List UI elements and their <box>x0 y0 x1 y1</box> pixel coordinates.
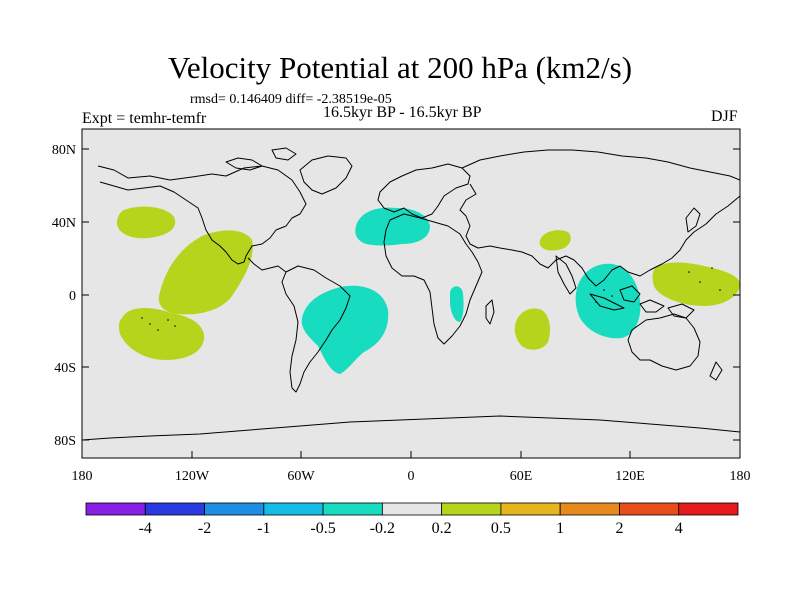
colorbar-label: 1 <box>556 520 564 537</box>
lat-label: 40N <box>52 216 76 231</box>
colorbar-segment <box>204 502 265 516</box>
colorbar-label: 0.2 <box>432 520 452 537</box>
lon-label: 180 <box>72 469 93 484</box>
lon-ticks <box>81 451 741 458</box>
colorbar-segment <box>559 502 620 516</box>
lon-label: 120E <box>615 469 645 484</box>
colorbar: -4 -2 -1 -0.5 -0.2 0.2 0.5 1 2 4 <box>85 502 739 537</box>
anomaly-north-africa <box>355 207 430 246</box>
lon-label: 60E <box>510 469 533 484</box>
colorbar-label: 0.5 <box>491 520 511 537</box>
anomaly-west-pacific <box>652 262 740 306</box>
lon-label: 120W <box>175 469 210 484</box>
lon-label: 60W <box>287 469 315 484</box>
season-text: DJF <box>711 108 738 125</box>
lon-label: 180 <box>730 469 751 484</box>
anomaly-south-indian-ocean <box>514 308 550 350</box>
colorbar-label: 4 <box>675 520 683 537</box>
lat-label: 40S <box>54 361 76 376</box>
anomaly-south-america <box>301 285 389 374</box>
lat-label: 80S <box>54 434 76 449</box>
lat-label: 80N <box>52 143 76 158</box>
stats-text: rmsd= 0.146409 diff= -2.38519e-05 <box>190 92 392 107</box>
lat-ticks <box>82 148 740 441</box>
anomaly-central-africa <box>450 286 464 322</box>
colorbar-label: 2 <box>615 520 623 537</box>
colorbar-label: -4 <box>139 520 152 537</box>
colorbar-label: -0.5 <box>310 520 335 537</box>
colorbar-label: -1 <box>257 520 270 537</box>
colorbar-segment <box>441 502 502 516</box>
lon-label: 0 <box>408 469 415 484</box>
colorbar-label: -0.2 <box>370 520 395 537</box>
colorbar-segment <box>85 502 146 516</box>
lat-label: 0 <box>69 289 76 304</box>
page-title: Velocity Potential at 200 hPa (km2/s) <box>167 50 633 85</box>
coastlines <box>82 147 740 441</box>
anomaly-arabia <box>539 230 571 251</box>
colorbar-segment <box>678 502 739 516</box>
anomaly-south-pacific <box>118 308 205 360</box>
colorbar-segment <box>381 502 443 516</box>
colorbar-segment <box>322 502 383 516</box>
colorbar-label: -2 <box>198 520 211 537</box>
period-text: 16.5kyr BP - 16.5kyr BP <box>323 104 482 121</box>
colorbar-segment <box>263 502 324 516</box>
experiment-text: Expt = temhr-temfr <box>82 110 207 127</box>
anomaly-central-east-pacific <box>158 230 253 315</box>
colorbar-segment <box>500 502 561 516</box>
colorbar-segment <box>619 502 680 516</box>
colorbar-segment <box>144 502 205 516</box>
anomaly-north-pacific <box>116 206 176 239</box>
